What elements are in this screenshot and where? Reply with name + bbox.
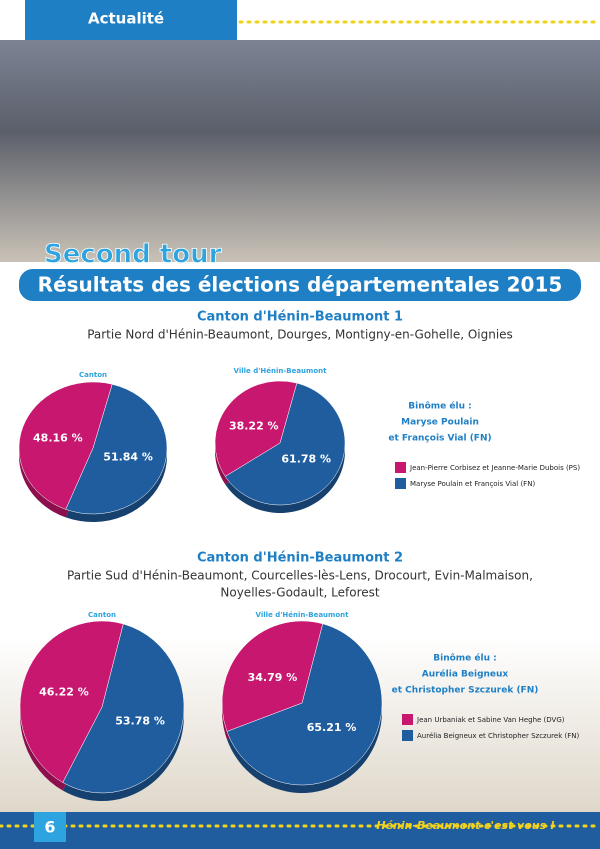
section-subtitle: Partie Sud d'Hénin-Beaumont, Courcelles-… <box>67 569 533 583</box>
value-label: 51.84 % <box>103 450 153 463</box>
pie-slice <box>65 383 168 515</box>
pie-slice <box>221 620 324 732</box>
page-number-box <box>34 812 66 842</box>
elected-line: Binôme élu : <box>433 653 496 664</box>
legend-swatch <box>402 714 413 725</box>
section-tab <box>25 0 237 40</box>
value-label: 34.79 % <box>248 671 298 684</box>
tagline: Hénin-Beaumont c'est vous ! <box>376 819 555 832</box>
kicker: Second tour <box>44 240 222 270</box>
elected-line: Maryse Poulain <box>401 418 479 428</box>
value-label: 61.78 % <box>281 452 331 465</box>
elected-line: et Christopher Szczurek (FN) <box>392 686 539 696</box>
legend-label: Aurélia Beigneux et Christopher Szczurek… <box>417 732 579 740</box>
section-subtitle: Noyelles-Godault, Leforest <box>220 586 379 600</box>
pie-slice <box>224 382 346 506</box>
elected-line: Aurélia Beigneux <box>422 669 509 680</box>
value-label: 65.21 % <box>307 721 357 734</box>
chart-title: Ville d'Hénin-Beaumont <box>234 367 328 375</box>
pie-slice <box>226 623 383 786</box>
pie-slice <box>62 623 185 794</box>
legend-swatch <box>402 730 413 741</box>
section-title: Canton d'Hénin-Beaumont 2 <box>197 551 403 566</box>
value-label: 46.22 % <box>39 686 89 699</box>
pie-slice <box>18 381 113 510</box>
elected-line: et François Vial (FN) <box>388 434 491 444</box>
main-title: Résultats des élections départementales … <box>38 273 563 297</box>
section-label: Actualité <box>88 10 164 28</box>
elected-line: Binôme élu : <box>408 401 471 412</box>
legend-swatch <box>395 478 406 489</box>
value-label: 38.22 % <box>229 420 279 433</box>
value-label: 48.16 % <box>33 432 83 445</box>
legend-swatch <box>395 462 406 473</box>
value-label: 53.78 % <box>115 714 165 727</box>
title-banner <box>17 267 583 303</box>
legend-label: Maryse Poulain et François Vial (FN) <box>410 480 535 488</box>
chart-title: Canton <box>79 371 107 379</box>
page-number: 6 <box>44 818 55 837</box>
photo <box>0 0 600 262</box>
chart-title: Ville d'Hénin-Beaumont <box>256 611 350 619</box>
legend-label: Jean Urbaniak et Sabine Van Heghe (DVG) <box>416 716 565 724</box>
chart-title: Canton <box>88 611 116 619</box>
footer-band <box>0 812 600 849</box>
section-title: Canton d'Hénin-Beaumont 1 <box>197 310 403 325</box>
pie-slice <box>214 380 298 477</box>
pie-slice <box>19 620 124 783</box>
legend-label: Jean-Pierre Corbisez et Jeanne-Marie Dub… <box>409 464 580 472</box>
section-subtitle: Partie Nord d'Hénin-Beaumont, Dourges, M… <box>87 328 513 342</box>
